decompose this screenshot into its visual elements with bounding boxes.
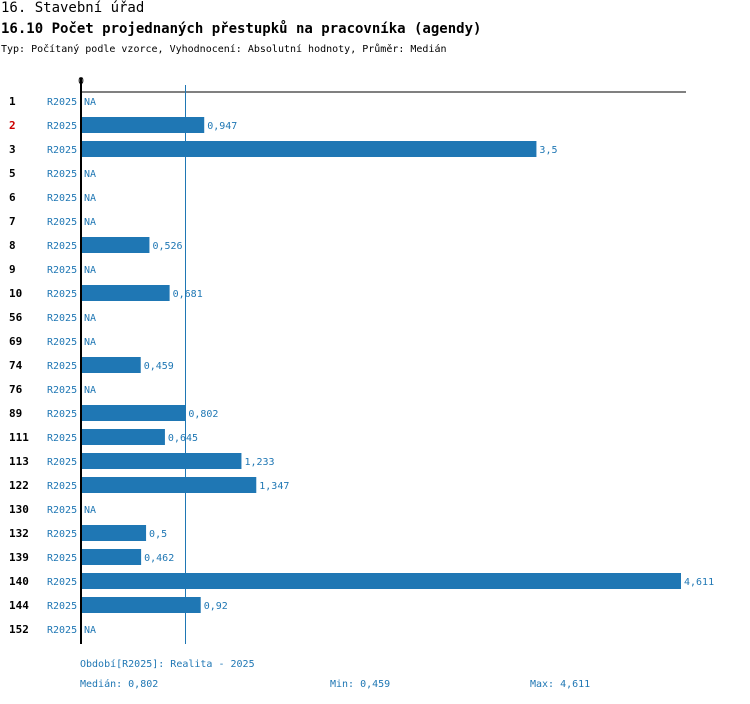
footer-period: Období[R2025]: Realita - 2025 <box>80 659 255 670</box>
category-label: 89 <box>9 407 22 420</box>
footer-median: Medián: 0,802 <box>80 679 159 690</box>
bar-140 <box>82 573 681 589</box>
value-label: NA <box>84 217 96 228</box>
series-label: R2025 <box>47 337 77 348</box>
series-label: R2025 <box>47 97 77 108</box>
bar-8 <box>82 237 150 253</box>
bar-113 <box>82 453 242 469</box>
value-label: 0,947 <box>207 121 237 132</box>
chart-subtitle: Typ: Počítaný podle vzorce, Vyhodnocení:… <box>1 44 447 55</box>
series-label: R2025 <box>47 289 77 300</box>
bar-122 <box>82 477 257 493</box>
series-label: R2025 <box>47 145 77 156</box>
series-label: R2025 <box>47 409 77 420</box>
series-label: R2025 <box>47 433 77 444</box>
category-label: 5 <box>9 167 16 180</box>
bar-139 <box>82 549 142 565</box>
series-label: R2025 <box>47 481 77 492</box>
value-label: NA <box>84 313 96 324</box>
category-label: 2 <box>9 119 16 132</box>
value-label: NA <box>84 337 96 348</box>
category-label: 76 <box>9 383 23 396</box>
bar-10 <box>82 285 170 301</box>
series-label: R2025 <box>47 193 77 204</box>
category-label: 111 <box>9 431 29 444</box>
value-label: NA <box>84 169 96 180</box>
value-label: 0,645 <box>168 433 198 444</box>
category-label: 56 <box>9 311 23 324</box>
bar-chart: 01R2025NA2R20250,9473R20253,55R2025NA6R2… <box>9 76 714 644</box>
footer-max: Max: 4,611 <box>530 679 591 690</box>
series-label: R2025 <box>47 121 77 132</box>
value-label: 0,5 <box>149 529 167 540</box>
series-label: R2025 <box>47 505 77 516</box>
value-label: 0,802 <box>188 409 218 420</box>
bar-144 <box>82 597 201 613</box>
value-label: NA <box>84 193 96 204</box>
value-label: NA <box>84 625 96 636</box>
category-label: 139 <box>9 551 29 564</box>
category-label: 69 <box>9 335 22 348</box>
section-title: 16. Stavební úřad <box>1 0 145 16</box>
series-label: R2025 <box>47 265 77 276</box>
footer-min: Min: 0,459 <box>330 679 391 690</box>
series-label: R2025 <box>47 385 77 396</box>
value-label: 1,347 <box>259 481 289 492</box>
chart-title: 16.10 Počet projednaných přestupků na pr… <box>1 21 482 37</box>
value-label: NA <box>84 265 96 276</box>
category-label: 3 <box>9 143 16 156</box>
series-label: R2025 <box>47 217 77 228</box>
value-label: 0,526 <box>152 241 182 252</box>
value-label: 3,5 <box>539 145 557 156</box>
bar-74 <box>82 357 141 373</box>
value-label: NA <box>84 97 96 108</box>
category-label: 1 <box>9 95 16 108</box>
category-label: 113 <box>9 455 29 468</box>
value-label: 0,681 <box>173 289 203 300</box>
series-label: R2025 <box>47 553 77 564</box>
series-label: R2025 <box>47 361 77 372</box>
category-label: 8 <box>9 239 16 252</box>
category-label: 132 <box>9 527 29 540</box>
bar-111 <box>82 429 165 445</box>
value-label: 0,462 <box>144 553 174 564</box>
series-label: R2025 <box>47 457 77 468</box>
series-label: R2025 <box>47 241 77 252</box>
series-label: R2025 <box>47 529 77 540</box>
category-label: 144 <box>9 599 29 612</box>
category-label: 9 <box>9 263 16 276</box>
series-label: R2025 <box>47 577 77 588</box>
category-label: 130 <box>9 503 29 516</box>
series-label: R2025 <box>47 625 77 636</box>
series-label: R2025 <box>47 169 77 180</box>
category-label: 6 <box>9 191 16 204</box>
bar-89 <box>82 405 186 421</box>
category-label: 140 <box>9 575 29 588</box>
value-label: 4,611 <box>684 577 714 588</box>
value-label: 0,459 <box>144 361 174 372</box>
value-label: 1,233 <box>244 457 274 468</box>
bar-2 <box>82 117 205 133</box>
category-label: 10 <box>9 287 22 300</box>
series-label: R2025 <box>47 601 77 612</box>
category-label: 74 <box>9 359 23 372</box>
value-label: 0,92 <box>204 601 228 612</box>
category-label: 122 <box>9 479 29 492</box>
bar-3 <box>82 141 537 157</box>
value-label: NA <box>84 385 96 396</box>
series-label: R2025 <box>47 313 77 324</box>
value-label: NA <box>84 505 96 516</box>
bar-132 <box>82 525 147 541</box>
category-label: 7 <box>9 215 16 228</box>
category-label: 152 <box>9 623 29 636</box>
